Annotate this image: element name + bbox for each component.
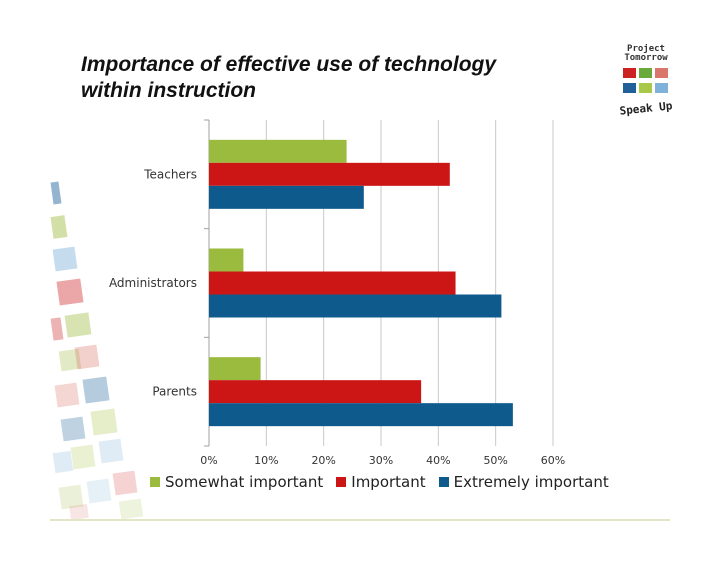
decorative-tile <box>60 416 86 442</box>
decorative-tile <box>54 382 80 408</box>
title-line-1: Importance of effective use of technolog… <box>81 53 497 76</box>
decorative-tile <box>58 348 82 372</box>
logo-line-2: Tomorrow <box>624 53 668 63</box>
logo-tile <box>639 83 652 93</box>
legend-label: Extremely important <box>453 473 609 491</box>
x-tick-label: 20% <box>311 454 335 467</box>
bar-important <box>209 271 456 295</box>
bar-important <box>209 162 450 186</box>
bar-important <box>209 380 422 404</box>
decorative-tile <box>98 438 124 464</box>
bar-somewhat-important <box>209 248 244 272</box>
bar-extremely-important <box>209 403 513 427</box>
bar-somewhat-important <box>209 357 261 381</box>
category-label: Parents <box>152 385 197 399</box>
page-title: Importance of effective use of technolog… <box>81 52 496 104</box>
decorative-tile <box>50 317 64 341</box>
logo-line-1: Project <box>627 44 665 54</box>
decorative-tile <box>74 344 100 370</box>
bottom-rule <box>50 519 670 521</box>
decorative-tile <box>58 484 84 510</box>
x-tick-label: 10% <box>254 454 278 467</box>
bar-extremely-important <box>209 185 364 209</box>
decorative-tile <box>82 376 110 404</box>
x-tick-label: 0% <box>200 454 217 467</box>
x-tick-label: 60% <box>541 454 565 467</box>
decorative-tile <box>118 498 144 520</box>
legend-item: Extremely important <box>438 473 609 491</box>
logo-tile <box>623 68 636 78</box>
x-tick-label: 50% <box>483 454 507 467</box>
bar-extremely-important <box>209 294 502 318</box>
decorative-tile <box>70 444 96 470</box>
legend-label: Important <box>351 473 426 491</box>
category-label: Administrators <box>109 276 197 290</box>
logo-tile <box>639 68 652 78</box>
decorative-tile <box>69 503 89 521</box>
x-tick-label: 30% <box>369 454 393 467</box>
logo-tile <box>655 83 668 93</box>
decorative-tile <box>50 181 62 205</box>
legend-swatch <box>336 477 347 487</box>
legend-swatch <box>438 477 449 487</box>
decorative-tile <box>112 470 138 496</box>
legend-item: Important <box>336 473 426 491</box>
decorative-tile <box>52 246 78 272</box>
title-line-2: within instruction <box>81 79 256 102</box>
x-tick-label: 40% <box>426 454 450 467</box>
category-label: Teachers <box>143 167 197 181</box>
legend-label: Somewhat important <box>165 473 324 491</box>
decorative-tile <box>90 408 118 436</box>
logo-tile <box>623 83 636 93</box>
bar-somewhat-important <box>209 139 347 163</box>
legend-item: Somewhat important <box>150 473 323 491</box>
logo-tile <box>655 68 668 78</box>
decorative-tile <box>52 450 74 474</box>
chart-legend: Somewhat important Important Extremely imp… <box>150 472 622 492</box>
decorative-tile <box>86 478 112 504</box>
decorative-tile <box>56 278 84 306</box>
project-tomorrow-logo: Project Tomorrow Speak Up <box>612 40 680 124</box>
decorative-tile <box>50 215 68 239</box>
legend-swatch <box>150 477 160 487</box>
decorative-tile <box>64 312 92 338</box>
